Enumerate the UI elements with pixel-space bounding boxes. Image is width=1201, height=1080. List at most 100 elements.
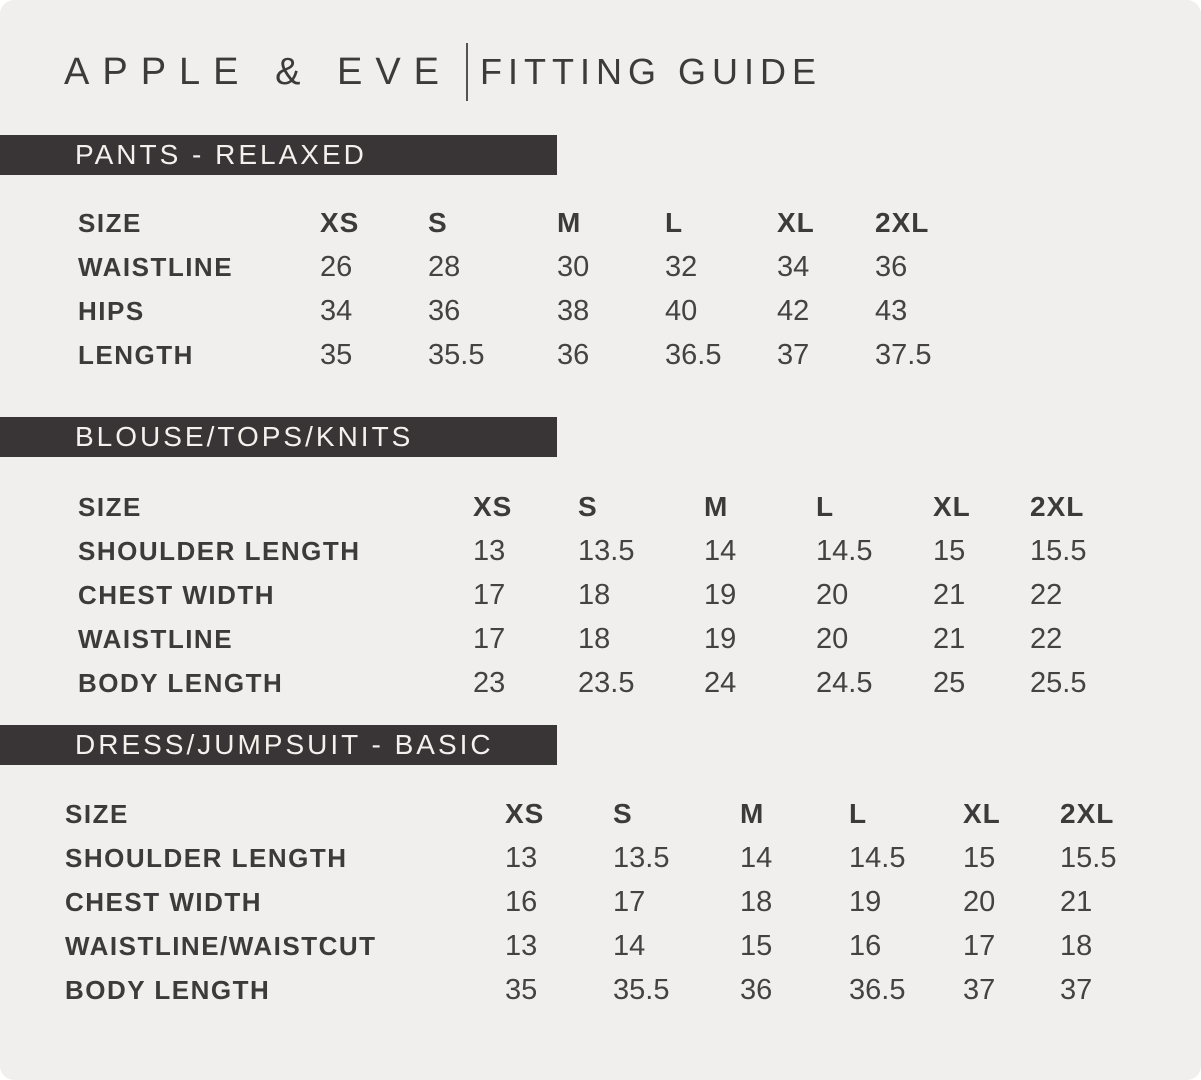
measure-value: 17 xyxy=(613,885,646,918)
measure-value: 37 xyxy=(777,338,810,371)
measure-row-label: BODY LENGTH xyxy=(65,974,271,1005)
section-title: DRESS/JUMPSUIT - BASIC xyxy=(75,729,494,760)
measure-value: 13 xyxy=(473,534,506,567)
measure-value: 20 xyxy=(816,622,849,655)
page-title: FITTING GUIDE xyxy=(480,51,823,92)
measure-value: 15.5 xyxy=(1060,841,1117,874)
measure-row-label: SHOULDER LENGTH xyxy=(78,535,361,566)
table-row: CHEST WIDTH 16 17 18 19 20 21 xyxy=(0,880,1201,924)
measure-value: 20 xyxy=(816,578,849,611)
measure-value: 19 xyxy=(704,622,737,655)
page-header: APPLE & EVE FITTING GUIDE xyxy=(64,42,1201,102)
section-title: PANTS - RELAXED xyxy=(75,139,367,170)
size-col-header: S xyxy=(428,207,448,238)
size-col-header: L xyxy=(665,207,684,238)
measure-value: 35 xyxy=(320,338,353,371)
measure-value: 34 xyxy=(320,294,353,327)
measure-value: 37 xyxy=(1060,973,1093,1006)
measure-value: 14 xyxy=(704,534,737,567)
measure-value: 14.5 xyxy=(816,534,873,567)
measure-row-label: WAISTLINE/WAISTCUT xyxy=(65,930,377,961)
size-col-header: XL xyxy=(933,491,971,522)
measure-value: 35.5 xyxy=(613,973,670,1006)
measure-value: 35 xyxy=(505,973,538,1006)
measure-value: 18 xyxy=(1060,929,1093,962)
size-col-header: XL xyxy=(963,798,1001,829)
measure-value: 24.5 xyxy=(816,666,873,699)
size-col-header: 2XL xyxy=(1060,798,1115,829)
measure-value: 36 xyxy=(428,294,461,327)
size-col-header: XS xyxy=(320,207,360,238)
measure-value: 21 xyxy=(933,622,966,655)
measure-value: 36 xyxy=(875,250,908,283)
measure-value: 22 xyxy=(1030,622,1063,655)
size-table-dress: SIZE XS S M L XL 2XL SHOULDER LENGTH 13 … xyxy=(0,792,1201,1012)
measure-value: 16 xyxy=(849,929,882,962)
measure-row-label: CHEST WIDTH xyxy=(65,886,263,917)
measure-value: 15 xyxy=(933,534,966,567)
measure-value: 19 xyxy=(849,885,882,918)
size-row-label: SIZE xyxy=(65,798,129,829)
measure-value: 17 xyxy=(963,929,996,962)
measure-value: 35.5 xyxy=(428,338,485,371)
measure-row-label: WAISTLINE xyxy=(78,251,234,282)
measure-row-label: HIPS xyxy=(78,295,145,326)
measure-value: 37.5 xyxy=(875,338,932,371)
measure-row-label: LENGTH xyxy=(78,339,194,370)
measure-value: 26 xyxy=(320,250,353,283)
measure-value: 18 xyxy=(578,622,611,655)
size-col-header: 2XL xyxy=(875,207,930,238)
size-col-header: S xyxy=(613,798,633,829)
size-row-label: SIZE xyxy=(78,491,142,522)
measure-value: 19 xyxy=(704,578,737,611)
measure-value: 18 xyxy=(578,578,611,611)
measure-value: 22 xyxy=(1030,578,1063,611)
measure-value: 37 xyxy=(963,973,996,1006)
size-table-pants: SIZE XS S M L XL 2XL WAISTLINE 26 28 30 … xyxy=(0,201,1201,377)
measure-value: 40 xyxy=(665,294,698,327)
measure-value: 14.5 xyxy=(849,841,906,874)
measure-row-label: CHEST WIDTH xyxy=(78,579,276,610)
size-row-label: SIZE xyxy=(78,207,142,238)
measure-value: 34 xyxy=(777,250,810,283)
measure-value: 21 xyxy=(933,578,966,611)
measure-value: 14 xyxy=(613,929,646,962)
table-row: CHEST WIDTH 17 18 19 20 21 22 xyxy=(0,573,1201,617)
measure-value: 15 xyxy=(963,841,996,874)
table-row: LENGTH 35 35.5 36 36.5 37 37.5 xyxy=(0,333,1201,377)
table-row: HIPS 34 36 38 40 42 43 xyxy=(0,289,1201,333)
table-row: WAISTLINE 17 18 19 20 21 22 xyxy=(0,617,1201,661)
section-title-bar: PANTS - RELAXED xyxy=(0,135,557,175)
table-row: WAISTLINE/WAISTCUT 13 14 15 16 17 18 xyxy=(0,924,1201,968)
size-col-header: XS xyxy=(505,798,545,829)
section-pants-relaxed: PANTS - RELAXED SIZE XS S M L XL 2XL WAI… xyxy=(0,135,1201,377)
measure-value: 25 xyxy=(933,666,966,699)
section-blouse-tops-knits: BLOUSE/TOPS/KNITS SIZE XS S M L XL 2XL S… xyxy=(0,417,1201,705)
measure-value: 16 xyxy=(505,885,538,918)
measure-row-label: SHOULDER LENGTH xyxy=(65,842,348,873)
size-col-header: XS xyxy=(473,491,513,522)
measure-value: 20 xyxy=(963,885,996,918)
measure-value: 23 xyxy=(473,666,506,699)
size-col-header: M xyxy=(704,491,729,522)
table-row: WAISTLINE 26 28 30 32 34 36 xyxy=(0,245,1201,289)
section-title-bar: BLOUSE/TOPS/KNITS xyxy=(0,417,557,457)
size-col-header: 2XL xyxy=(1030,491,1085,522)
measure-value: 18 xyxy=(740,885,773,918)
measure-value: 42 xyxy=(777,294,810,327)
measure-value: 14 xyxy=(740,841,773,874)
table-header-row: SIZE XS S M L XL 2XL xyxy=(0,485,1201,529)
measure-value: 25.5 xyxy=(1030,666,1087,699)
size-col-header: M xyxy=(557,207,582,238)
measure-value: 13.5 xyxy=(578,534,635,567)
table-row: SHOULDER LENGTH 13 13.5 14 14.5 15 15.5 xyxy=(0,529,1201,573)
measure-value: 13 xyxy=(505,929,538,962)
measure-value: 17 xyxy=(473,578,506,611)
size-col-header: M xyxy=(740,798,765,829)
size-col-header: S xyxy=(578,491,598,522)
measure-value: 15 xyxy=(740,929,773,962)
measure-value: 28 xyxy=(428,250,461,283)
measure-value: 15.5 xyxy=(1030,534,1087,567)
measure-value: 36.5 xyxy=(849,973,906,1006)
